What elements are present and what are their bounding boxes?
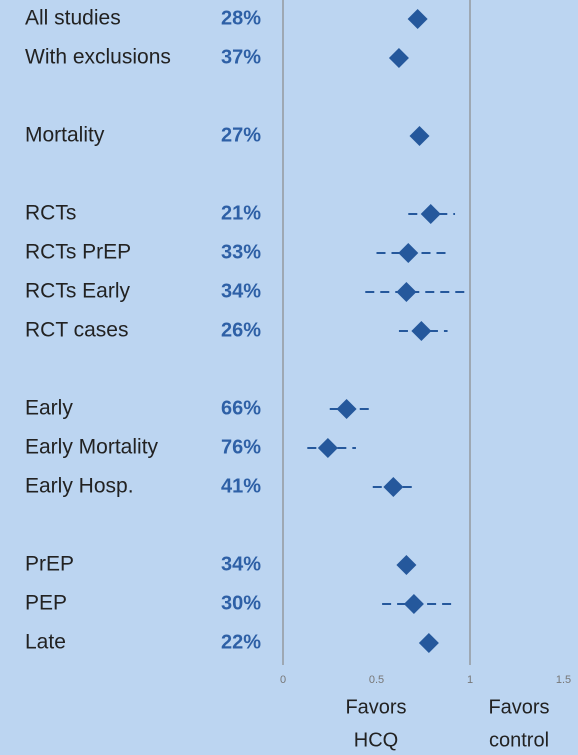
estimate-diamond	[410, 126, 430, 146]
row-label: PrEP	[25, 553, 74, 576]
improvement-label: 33%	[221, 241, 261, 263]
improvement-label: 22%	[221, 631, 261, 653]
favors-label: control	[489, 729, 549, 751]
x-tick-label: 0	[280, 674, 286, 686]
row-label: Late	[25, 631, 66, 654]
improvement-label: 76%	[221, 436, 261, 458]
estimate-diamond	[318, 438, 338, 458]
row-label: With exclusions	[25, 46, 171, 69]
row-label: Early Mortality	[25, 436, 159, 459]
x-tick-label: 1	[467, 674, 473, 686]
favors-label: HCQ	[354, 729, 398, 751]
chart: 0 0.5 1 1.5 All studies 28% With exclusions 37%…	[0, 0, 578, 755]
favors-label: Favors	[345, 696, 406, 718]
row-label: RCTs	[25, 202, 76, 225]
estimate-diamond	[404, 594, 424, 614]
row-label: All studies	[25, 7, 121, 30]
estimate-diamond	[396, 555, 416, 575]
improvement-label: 37%	[221, 46, 261, 68]
estimate-diamond	[337, 399, 357, 419]
row-label: RCTs Early	[25, 280, 131, 303]
improvement-label: 21%	[221, 202, 261, 224]
improvement-label: 66%	[221, 397, 261, 419]
estimate-diamond	[389, 48, 409, 68]
estimate-diamond	[419, 633, 439, 653]
row-label: Early	[25, 397, 73, 420]
improvement-label: 26%	[221, 319, 261, 341]
row-label: Mortality	[25, 124, 105, 147]
estimate-diamond	[396, 282, 416, 302]
favors-label: Favors	[488, 696, 549, 718]
improvement-label: 34%	[221, 553, 261, 575]
improvement-label: 27%	[221, 124, 261, 146]
estimate-diamond	[408, 9, 428, 29]
row-label: RCT cases	[25, 319, 128, 342]
x-tick-label: 1.5	[556, 674, 571, 686]
estimate-diamond	[421, 204, 441, 224]
estimate-diamond	[411, 321, 431, 341]
estimate-diamond	[383, 477, 403, 497]
improvement-label: 34%	[221, 280, 261, 302]
row-label: RCTs PrEP	[25, 241, 131, 264]
x-tick-label: 0.5	[369, 674, 384, 686]
improvement-label: 28%	[221, 7, 261, 29]
estimate-diamond	[398, 243, 418, 263]
row-label: Early Hosp.	[25, 475, 134, 498]
improvement-label: 30%	[221, 592, 261, 614]
improvement-label: 41%	[221, 475, 261, 497]
row-label: PEP	[25, 592, 67, 615]
